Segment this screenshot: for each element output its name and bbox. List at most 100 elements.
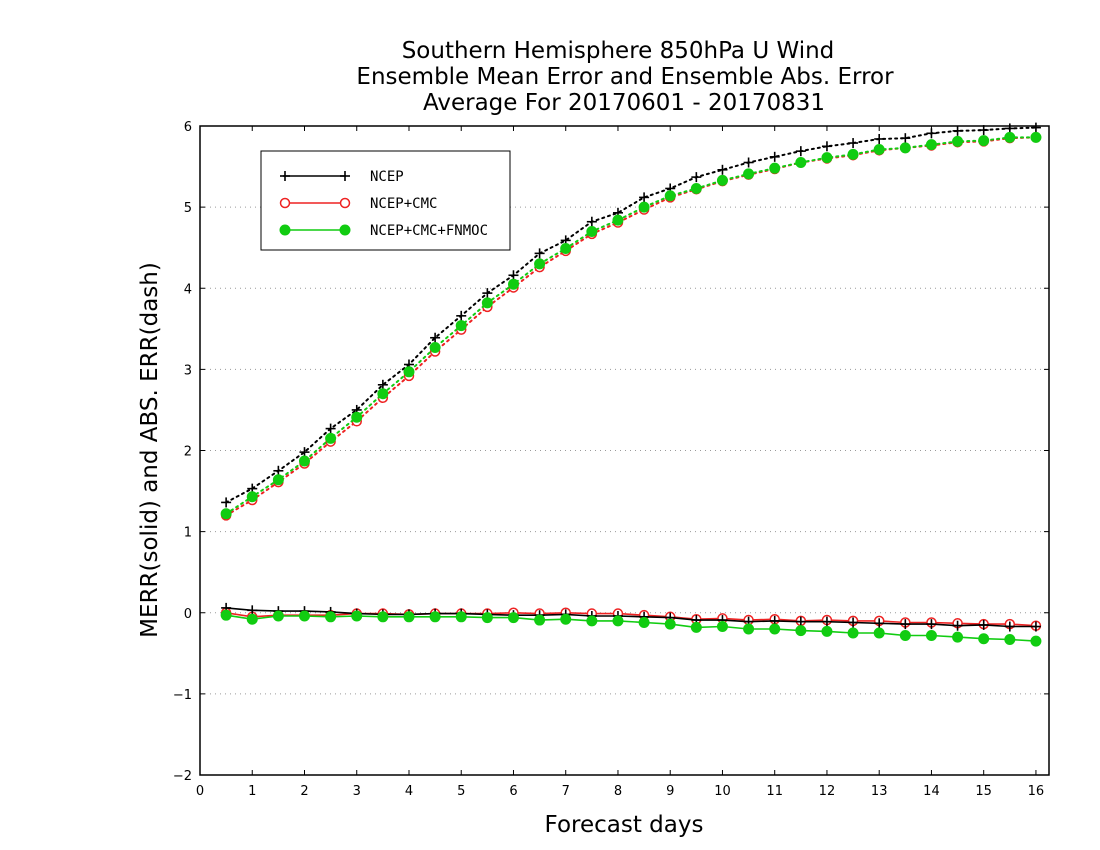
x-tick-label: 15	[975, 784, 992, 799]
legend-box	[260, 150, 511, 251]
point-marker	[690, 621, 702, 633]
point-marker	[690, 182, 702, 194]
y-tick-label: −2	[173, 769, 192, 784]
x-tick-label: 9	[666, 784, 674, 799]
point-marker	[612, 615, 624, 627]
point-marker	[638, 616, 650, 628]
point-marker	[978, 125, 989, 136]
x-tick-label: 5	[457, 784, 465, 799]
point-marker	[221, 497, 232, 508]
point-marker	[1030, 635, 1042, 647]
x-tick-label: 2	[300, 784, 308, 799]
point-marker	[377, 611, 389, 623]
x-tick-label: 12	[819, 784, 836, 799]
point-marker	[821, 152, 833, 164]
title-line-2: Ensemble Mean Error and Ensemble Abs. Er…	[356, 64, 894, 90]
point-marker	[534, 248, 545, 259]
point-marker	[507, 612, 519, 624]
legend: NCEP NCEP+CMC NCEP+CMC+FNMOC	[260, 150, 511, 251]
point-marker	[403, 366, 415, 378]
point-marker	[691, 172, 702, 183]
series-ncep-merr	[221, 602, 1041, 632]
point-marker	[534, 614, 546, 626]
legend-item-ncep: NCEP	[280, 169, 404, 185]
point-marker	[351, 610, 363, 622]
point-marker	[873, 627, 885, 639]
point-marker	[847, 627, 859, 639]
point-marker	[716, 621, 728, 633]
legend-label: NCEP+CMC	[370, 196, 437, 212]
y-tick-label: 6	[184, 120, 192, 135]
point-marker	[769, 151, 780, 162]
point-marker	[377, 379, 388, 390]
point-marker	[821, 625, 833, 637]
x-tick-label: 6	[509, 784, 517, 799]
point-marker	[769, 162, 781, 174]
point-marker	[377, 388, 389, 400]
point-marker	[743, 157, 754, 168]
point-marker	[978, 619, 989, 630]
point-marker	[874, 133, 885, 144]
point-marker	[925, 139, 937, 151]
point-marker	[280, 171, 290, 181]
point-marker	[247, 605, 258, 616]
series-ncep-abs-err	[221, 122, 1041, 508]
point-marker	[926, 128, 937, 139]
point-marker	[430, 332, 441, 343]
point-marker	[246, 491, 258, 503]
point-marker	[1030, 131, 1042, 143]
point-marker	[952, 135, 964, 147]
point-marker	[246, 613, 258, 625]
point-marker	[978, 633, 990, 645]
point-marker	[925, 629, 937, 641]
point-marker	[325, 611, 337, 623]
point-marker	[429, 611, 441, 623]
y-tick-label: 4	[184, 282, 192, 297]
x-tick-label: 10	[714, 784, 731, 799]
series-layer	[220, 122, 1042, 647]
point-marker	[272, 474, 284, 486]
point-marker	[560, 242, 572, 254]
point-marker	[717, 164, 728, 175]
point-marker	[795, 146, 806, 157]
point-marker	[339, 224, 351, 236]
point-marker	[743, 623, 755, 635]
y-tick-label: 1	[184, 526, 192, 541]
point-marker	[325, 423, 336, 434]
point-marker	[1030, 122, 1041, 133]
point-marker	[220, 609, 232, 621]
point-marker	[743, 168, 755, 180]
series-line	[225, 614, 1036, 642]
point-marker	[952, 125, 963, 136]
y-tick-label: 2	[184, 445, 192, 460]
y-tick-label: 3	[184, 363, 192, 378]
series-line	[226, 607, 1036, 628]
point-marker	[638, 201, 650, 213]
x-axis: 0 1 2 3 4 5 6 7 8 9 10 11 12 13 14 15 16	[196, 126, 1044, 799]
point-marker	[455, 320, 467, 332]
y-tick-label: 5	[184, 201, 192, 216]
point-marker	[899, 142, 911, 154]
x-tick-label: 8	[614, 784, 622, 799]
legend-label: NCEP+CMC+FNMOC	[370, 223, 488, 239]
point-marker	[273, 465, 284, 476]
point-marker	[612, 214, 624, 226]
point-marker	[926, 619, 937, 630]
x-tick-label: 14	[923, 784, 940, 799]
point-marker	[403, 611, 415, 623]
point-marker	[455, 611, 467, 623]
y-axis-label: MERR(solid) and ABS. ERR(dash)	[137, 262, 163, 638]
point-marker	[1004, 131, 1016, 143]
point-marker	[1004, 621, 1015, 632]
series-ncep-cmc-fnmoc-merr	[220, 609, 1042, 647]
legend-item-ncep-cmc-fnmoc: NCEP+CMC+FNMOC	[279, 223, 488, 239]
point-marker	[716, 174, 728, 186]
legend-item-ncep-cmc: NCEP+CMC	[279, 196, 437, 212]
title-line-1: Southern Hemisphere 850hPa U Wind	[402, 38, 835, 64]
point-marker	[298, 610, 310, 622]
point-marker	[900, 619, 911, 630]
x-tick-label: 0	[196, 784, 204, 799]
point-marker	[586, 225, 598, 237]
point-marker	[586, 615, 598, 627]
point-marker	[795, 616, 806, 627]
